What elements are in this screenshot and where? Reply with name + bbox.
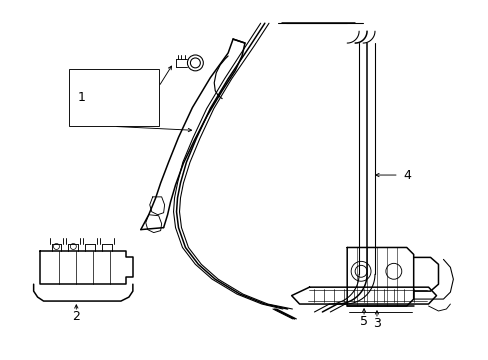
Text: 5: 5 — [359, 315, 367, 328]
Bar — [69, 69, 158, 126]
Text: 3: 3 — [372, 318, 380, 330]
Text: 4: 4 — [403, 168, 411, 181]
Text: 2: 2 — [72, 310, 80, 323]
Text: 1: 1 — [77, 91, 85, 104]
